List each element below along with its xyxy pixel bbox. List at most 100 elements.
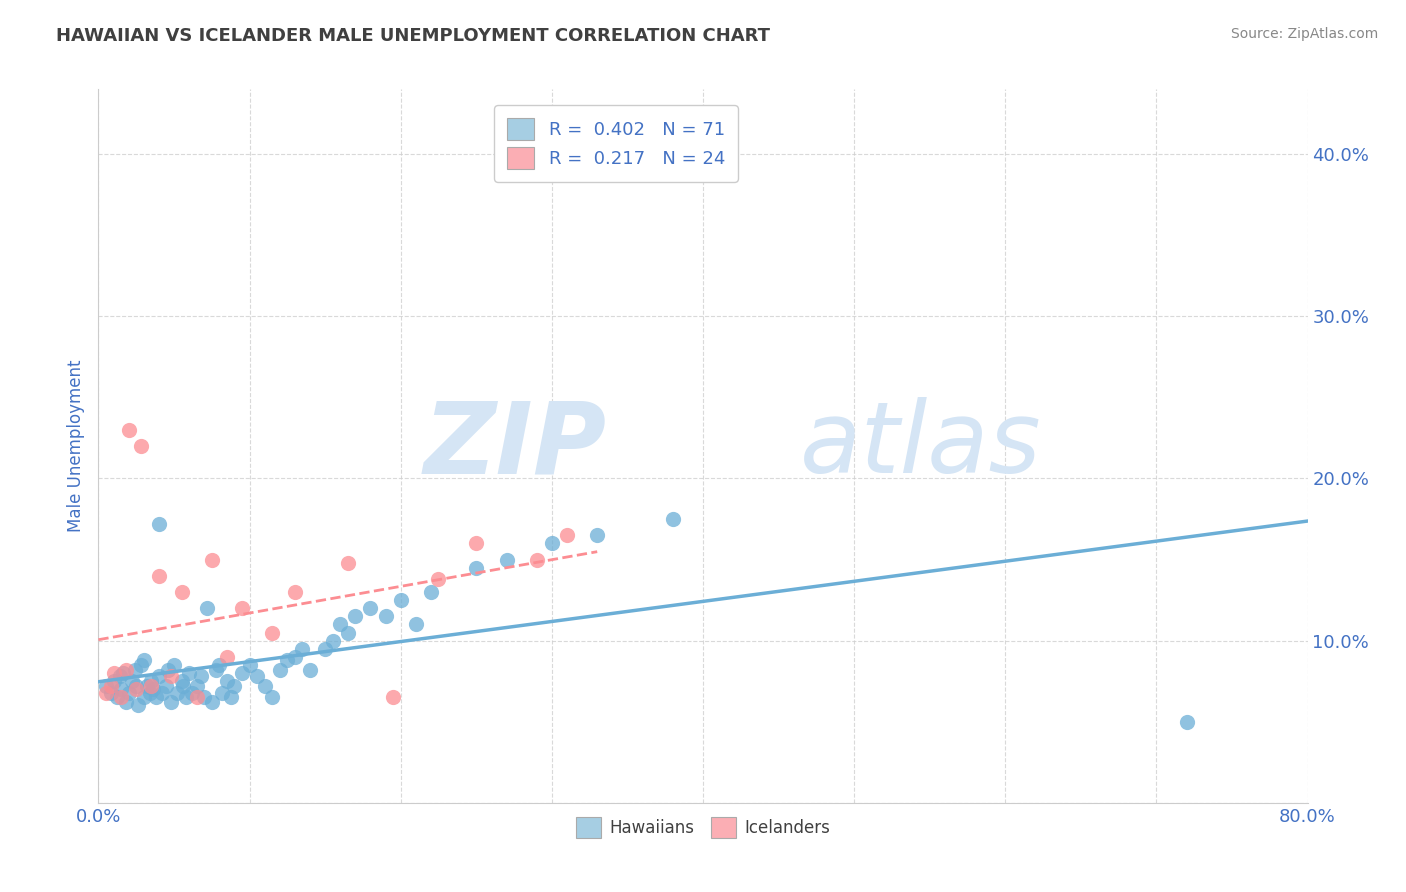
Point xyxy=(114,695,136,709)
Point xyxy=(132,690,155,705)
Point xyxy=(186,690,208,705)
Point xyxy=(114,663,136,677)
Point xyxy=(193,690,215,705)
Point xyxy=(465,536,488,550)
Point xyxy=(94,685,117,699)
Point xyxy=(555,528,578,542)
Point xyxy=(125,682,148,697)
Point xyxy=(142,682,165,697)
Point xyxy=(284,585,307,599)
Point xyxy=(336,625,359,640)
Point xyxy=(125,679,148,693)
Text: HAWAIIAN VS ICELANDER MALE UNEMPLOYMENT CORRELATION CHART: HAWAIIAN VS ICELANDER MALE UNEMPLOYMENT … xyxy=(56,27,770,45)
Point xyxy=(215,674,238,689)
Point xyxy=(205,663,228,677)
Point xyxy=(103,674,125,689)
Point xyxy=(124,663,146,677)
Text: ZIP: ZIP xyxy=(423,398,606,494)
Point xyxy=(322,633,344,648)
Point xyxy=(160,669,183,683)
Point xyxy=(170,674,193,689)
Point xyxy=(344,609,367,624)
Point xyxy=(382,690,405,705)
Point xyxy=(540,536,562,550)
Point xyxy=(166,685,188,699)
Point xyxy=(195,601,218,615)
Point xyxy=(253,679,276,693)
Point xyxy=(201,695,224,709)
Point xyxy=(160,695,183,709)
Point xyxy=(231,666,253,681)
Point xyxy=(155,679,177,693)
Point xyxy=(148,516,170,531)
Point xyxy=(360,601,382,615)
Point xyxy=(132,653,155,667)
Point xyxy=(110,690,132,705)
Text: atlas: atlas xyxy=(800,398,1042,494)
Point xyxy=(163,657,186,672)
Point xyxy=(231,601,253,615)
Point xyxy=(208,657,231,672)
Point xyxy=(262,625,284,640)
Point xyxy=(269,663,291,677)
Point xyxy=(145,690,167,705)
Point xyxy=(150,685,173,699)
Point xyxy=(103,666,125,681)
Text: Source: ZipAtlas.com: Source: ZipAtlas.com xyxy=(1230,27,1378,41)
Point xyxy=(100,685,122,699)
Point xyxy=(100,679,122,693)
Point xyxy=(110,682,132,697)
Point xyxy=(201,552,224,566)
Point xyxy=(661,512,683,526)
Point xyxy=(221,690,243,705)
Point xyxy=(262,690,284,705)
Point xyxy=(276,653,298,667)
Point xyxy=(174,690,197,705)
Point xyxy=(172,679,194,693)
Point xyxy=(284,649,307,664)
Point xyxy=(427,572,450,586)
Point xyxy=(111,666,134,681)
Point xyxy=(181,685,204,699)
Point xyxy=(329,617,352,632)
Point xyxy=(420,585,443,599)
Point xyxy=(156,663,179,677)
Point xyxy=(108,669,131,683)
Point xyxy=(215,649,238,664)
Point xyxy=(141,679,163,693)
Point xyxy=(586,528,609,542)
Point xyxy=(495,552,517,566)
Point xyxy=(105,690,128,705)
Point xyxy=(389,593,412,607)
Point xyxy=(239,657,262,672)
Point xyxy=(246,669,269,683)
Point xyxy=(526,552,548,566)
Point xyxy=(1175,714,1198,729)
Point xyxy=(291,641,314,656)
Point xyxy=(141,674,163,689)
Point xyxy=(94,679,117,693)
Point xyxy=(314,641,336,656)
Point xyxy=(179,666,201,681)
Point xyxy=(148,669,170,683)
Legend: Hawaiians, Icelanders: Hawaiians, Icelanders xyxy=(569,811,837,845)
Point xyxy=(465,560,488,574)
Point xyxy=(129,657,152,672)
Point xyxy=(336,556,359,570)
Point xyxy=(299,663,322,677)
Point xyxy=(139,685,162,699)
Point xyxy=(224,679,246,693)
Y-axis label: Male Unemployment: Male Unemployment xyxy=(66,359,84,533)
Point xyxy=(170,585,193,599)
Point xyxy=(118,685,141,699)
Point xyxy=(374,609,396,624)
Point xyxy=(405,617,427,632)
Point xyxy=(121,674,143,689)
Point xyxy=(127,698,149,713)
Point xyxy=(186,679,208,693)
Point xyxy=(211,685,233,699)
Point xyxy=(118,423,141,437)
Point xyxy=(135,679,157,693)
Point xyxy=(148,568,170,582)
Point xyxy=(129,439,152,453)
